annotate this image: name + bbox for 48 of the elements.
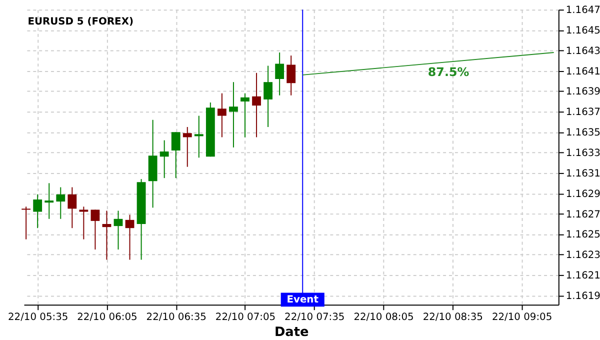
candlestick: [240, 92, 250, 138]
y-tick-label: 1.1633: [566, 148, 600, 159]
candlestick: [114, 210, 123, 250]
y-tick-label: 1.1631: [566, 168, 600, 180]
x-tick-label: 22/10 07:35: [284, 312, 345, 323]
candlestick: [56, 186, 66, 220]
y-tick-label: 1.1645: [566, 25, 600, 36]
y-tick-label: 1.1639: [566, 86, 600, 98]
candlestick: [125, 214, 134, 260]
x-tick-label: 22/10 06:05: [77, 312, 138, 323]
y-tick-label: 1.1625: [566, 230, 600, 241]
candlestick: [160, 140, 169, 179]
candlestick: [79, 206, 88, 240]
candlestick: [90, 209, 100, 250]
candlestick: [33, 194, 42, 229]
candlestick: [22, 206, 31, 240]
candlestick: [44, 182, 54, 220]
y-tick-label: 1.1647: [566, 5, 600, 16]
text: EURUSD 5 (FOREX): [28, 16, 134, 28]
candlestick: [68, 186, 77, 229]
candlestick: [264, 65, 272, 128]
candlestick: [275, 52, 284, 96]
candlestick: [217, 92, 226, 138]
y-tick-label: 1.1623: [566, 250, 600, 262]
y-tick-label: 1.1637: [566, 107, 600, 118]
y-tick-label: 1.1627: [566, 209, 600, 220]
candlestick: [229, 82, 238, 148]
candlestick: [102, 210, 112, 260]
x-tick-label: 22/10 09:05: [492, 312, 552, 323]
y-tick-label: 1.1619: [566, 290, 600, 302]
x-tick-label: 22/10 08:35: [422, 312, 483, 323]
x-axis-title: Date: [274, 324, 309, 340]
y-tick-label: 1.1641: [566, 66, 600, 78]
x-tick-label: 22/10 06:35: [146, 312, 206, 323]
candlestick: [194, 115, 204, 158]
candlestick: [252, 72, 261, 138]
y-tick-label: 1.1621: [566, 270, 600, 282]
candlestick: [171, 132, 180, 179]
y-tick-label: 1.1629: [566, 188, 600, 200]
ref-line-label: Event: [286, 294, 319, 306]
x-tick-label: 22/10 07:05: [215, 312, 276, 323]
x-tick-label: 22/10 08:05: [354, 312, 414, 323]
y-tick-label: 1.1643: [566, 46, 600, 57]
x-tick-label: 22/10 05:35: [8, 312, 68, 323]
candlestick: [182, 126, 192, 168]
candlestick: [286, 55, 296, 96]
annotation: 87.5%: [428, 64, 470, 79]
y-tick-label: 1.1635: [566, 128, 600, 139]
